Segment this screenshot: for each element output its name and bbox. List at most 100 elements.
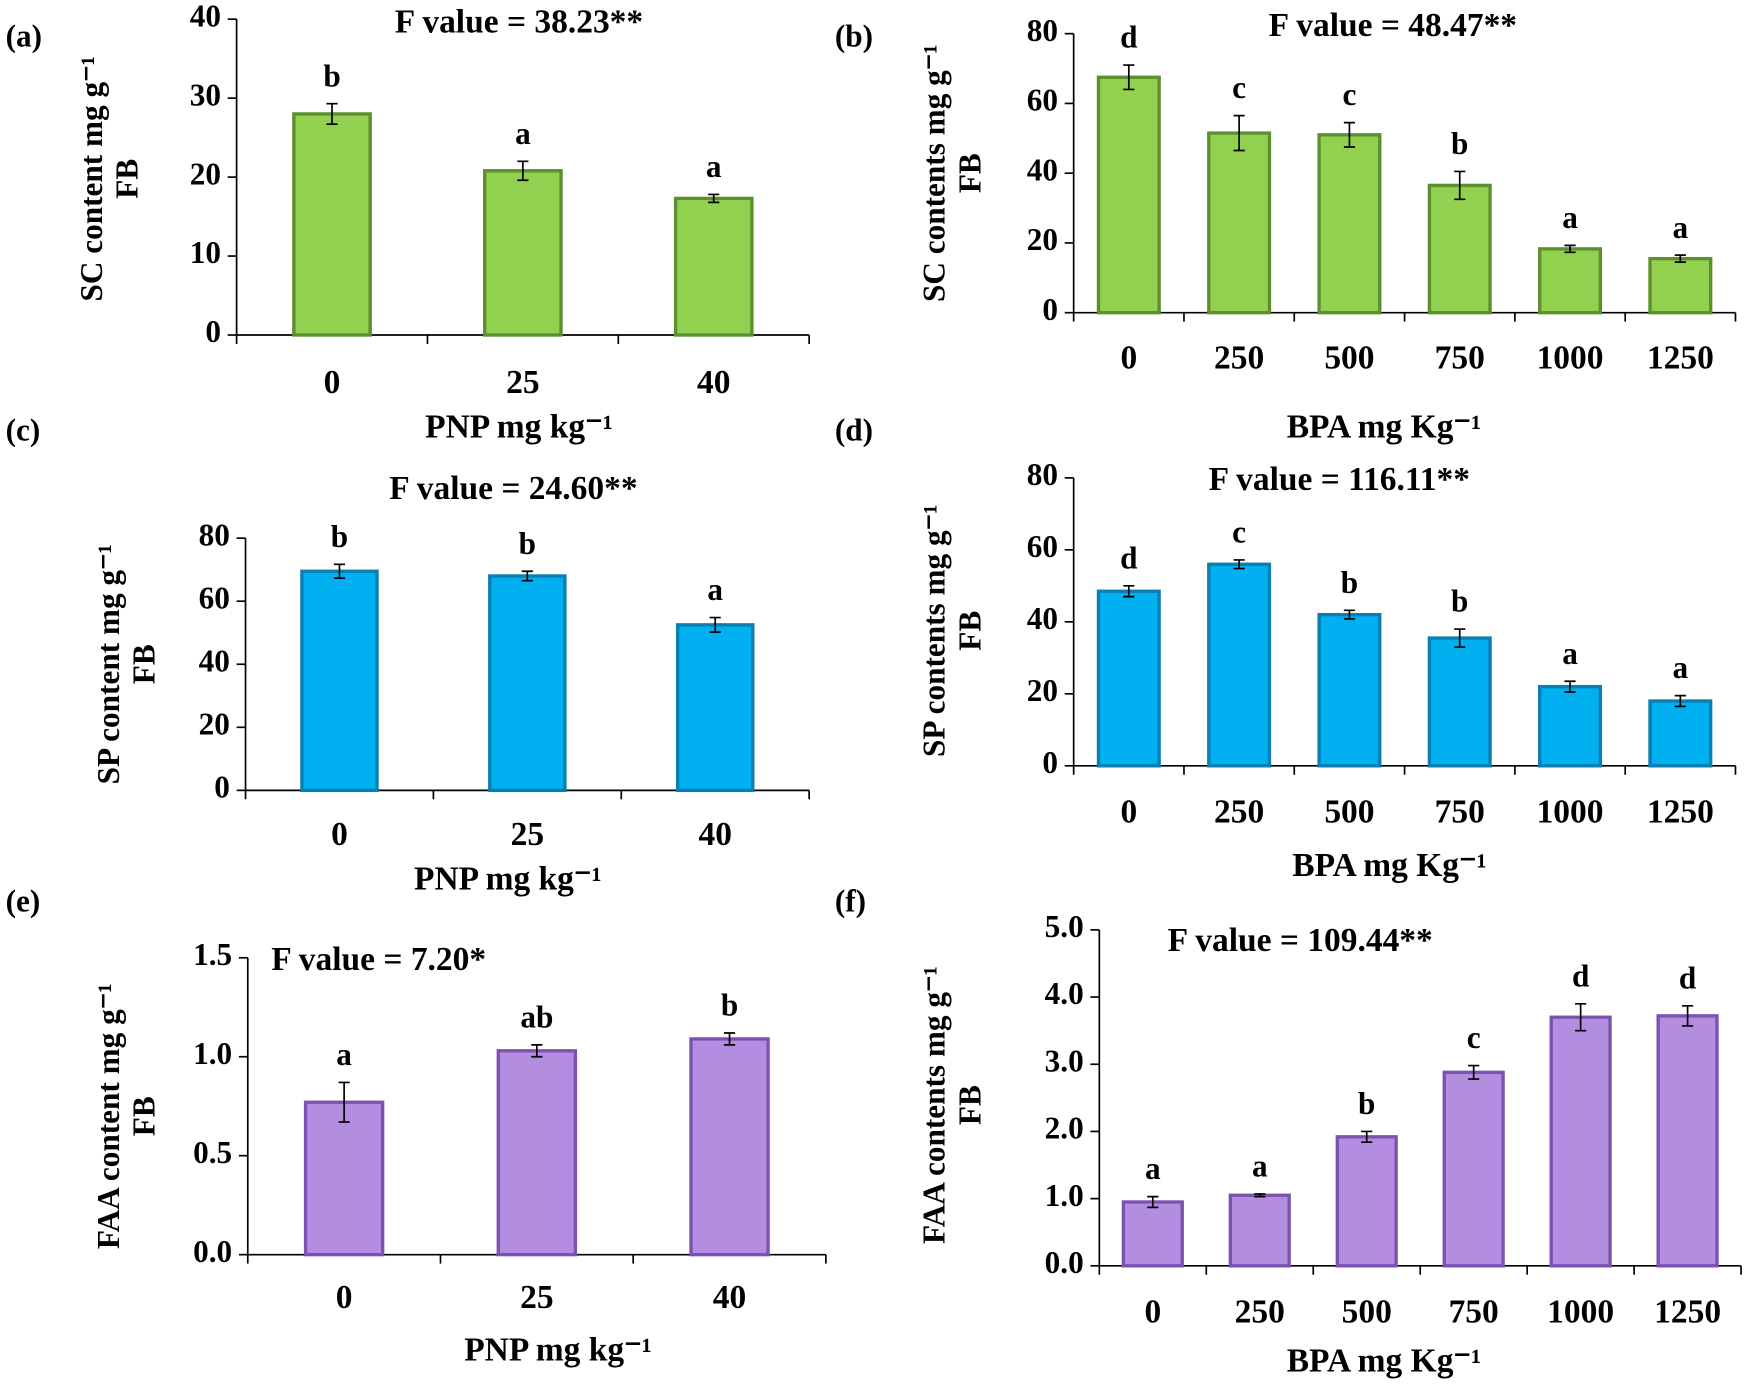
error-bar (1343, 121, 1355, 148)
y-tick-label: 80 (199, 517, 230, 552)
significance-letter: d (1679, 960, 1697, 995)
y-tick-label: 30 (190, 77, 221, 112)
y-tick-label: 40 (190, 0, 221, 33)
y-axis-label: FB (126, 644, 161, 684)
panel-label: (f) (835, 883, 866, 918)
y-tick-label: 5.0 (1045, 909, 1084, 944)
y-tick-label: 0 (214, 770, 230, 805)
bar (1648, 256, 1713, 315)
x-axis-label: PNP mg kg⁻¹ (425, 409, 613, 446)
error-bar (1682, 1004, 1694, 1027)
bar (1656, 1014, 1719, 1268)
bar (1549, 1015, 1612, 1268)
bar (483, 169, 563, 337)
x-tick-label: 250 (1214, 339, 1264, 376)
significance-letter: b (519, 526, 536, 561)
error-bar (521, 570, 533, 582)
y-tick-label: 20 (1027, 673, 1058, 708)
y-tick-label: 10 (190, 235, 221, 270)
x-tick-label: 0 (331, 816, 348, 853)
x-tick-label: 25 (511, 816, 544, 853)
y-tick-label: 80 (1027, 13, 1058, 48)
significance-letter: b (1341, 565, 1358, 600)
significance-letter: c (1232, 515, 1246, 550)
x-tick-label: 1250 (1647, 794, 1714, 831)
y-tick-label: 3.0 (1045, 1043, 1084, 1078)
significance-letter: b (1451, 126, 1468, 161)
error-bar (1123, 64, 1135, 91)
x-tick-label: 500 (1324, 339, 1374, 376)
chart-title: F value = 7.20* (271, 941, 486, 978)
y-axis-label: FB (126, 1096, 161, 1136)
bar (1648, 699, 1713, 768)
significance-letter: ab (520, 999, 553, 1034)
y-tick-label: 0.5 (193, 1135, 232, 1170)
bar (1317, 612, 1382, 768)
x-tick-label: 500 (1342, 1294, 1392, 1331)
y-tick-label: 1.0 (193, 1036, 232, 1071)
error-bar (1674, 254, 1686, 263)
bar (675, 623, 755, 793)
y-tick-label: 0 (1042, 292, 1058, 327)
y-tick-label: 20 (190, 156, 221, 191)
x-tick-label: 250 (1214, 794, 1264, 831)
significance-letter: a (1673, 210, 1689, 245)
panel-label: (d) (835, 412, 873, 447)
x-axis-label: BPA mg Kg⁻¹ (1287, 409, 1481, 446)
bar (300, 569, 379, 793)
error-bar (1454, 170, 1466, 201)
error-bar (709, 616, 721, 633)
y-tick-label: 80 (1027, 457, 1058, 492)
significance-letter: a (515, 116, 531, 151)
significance-letter: b (721, 988, 738, 1023)
x-tick-label: 1000 (1537, 339, 1604, 376)
y-tick-label: 4.0 (1045, 976, 1084, 1011)
x-axis-label: BPA mg Kg⁻¹ (1287, 1343, 1481, 1380)
significance-letter: b (331, 519, 348, 554)
y-tick-label: 0.0 (1045, 1245, 1084, 1280)
y-axis-label: FAA content mg g⁻¹ (91, 983, 126, 1249)
error-bar (1575, 1002, 1587, 1032)
error-bar (333, 563, 346, 580)
error-bar (1454, 628, 1466, 648)
bar (689, 1037, 770, 1257)
significance-letter: a (1562, 200, 1578, 235)
x-tick-label: 1000 (1537, 794, 1604, 831)
significance-letter: c (1232, 70, 1246, 105)
x-tick-label: 1250 (1654, 1294, 1721, 1331)
bar (1538, 684, 1603, 768)
error-bar (1254, 1193, 1266, 1198)
y-tick-label: 0.0 (193, 1234, 232, 1269)
bar (1427, 636, 1492, 768)
y-tick-label: 20 (199, 706, 230, 741)
y-tick-label: 40 (1027, 152, 1058, 187)
y-tick-label: 1.0 (1045, 1178, 1084, 1213)
significance-letter: d (1572, 958, 1590, 993)
significance-letter: a (1145, 1151, 1161, 1186)
error-bar (1674, 694, 1686, 708)
x-axis-label: PNP mg kg⁻¹ (414, 861, 602, 898)
x-tick-label: 250 (1235, 1294, 1285, 1331)
chart-title: F value = 38.23** (395, 3, 643, 40)
error-bar (1361, 1130, 1373, 1144)
bar (1096, 589, 1161, 768)
significance-letter: c (1467, 1020, 1481, 1055)
bar (1096, 75, 1161, 315)
x-tick-label: 0 (1120, 339, 1137, 376)
y-axis-label: SP contents mg g⁻¹ (917, 505, 952, 757)
x-tick-label: 0 (336, 1279, 353, 1316)
chart-title: F value = 48.47** (1269, 7, 1517, 44)
significance-letter: a (706, 149, 722, 184)
y-axis-label: FB (952, 153, 987, 193)
significance-letter: d (1120, 20, 1138, 55)
bar (292, 112, 372, 337)
error-bar (708, 193, 720, 204)
bar (1538, 247, 1603, 315)
x-tick-label: 0 (324, 364, 341, 401)
x-tick-label: 25 (520, 1279, 553, 1316)
bar (303, 1100, 385, 1257)
panel-label: (e) (6, 883, 41, 918)
x-tick-label: 40 (697, 364, 730, 401)
x-tick-label: 1000 (1547, 1294, 1614, 1331)
error-bar (338, 1081, 350, 1123)
